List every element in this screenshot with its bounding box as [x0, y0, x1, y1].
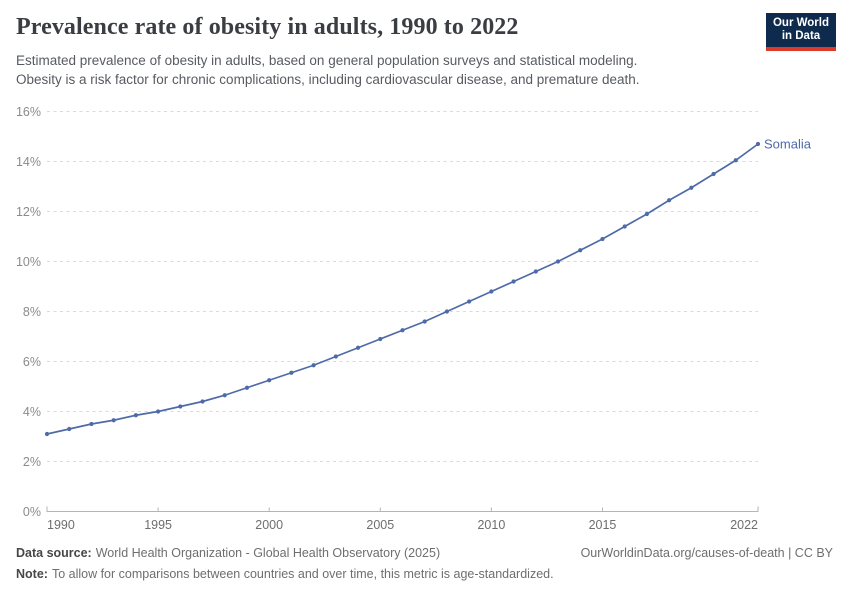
data-point: [733, 158, 738, 163]
x-tick-label: 2015: [589, 518, 617, 532]
data-point: [333, 354, 338, 359]
logo-red-bar: [766, 47, 836, 51]
data-point: [622, 224, 627, 229]
x-tick-label: 1990: [47, 518, 75, 532]
data-point: [200, 399, 205, 404]
data-point: [244, 385, 250, 390]
data-point: [378, 336, 383, 342]
subtitle-line-2: Obesity is a risk factor for chronic com…: [16, 72, 640, 87]
data-point: [155, 409, 161, 414]
chart-footer: Data source: World Health Organization - …: [16, 546, 833, 582]
y-tick-label: 2%: [23, 455, 41, 469]
data-point: [44, 431, 50, 437]
y-tick-label: 12%: [16, 205, 41, 219]
note-label: Note:: [16, 567, 48, 581]
data-point: [600, 236, 605, 242]
chart-subtitle: Estimated prevalence of obesity in adult…: [16, 51, 736, 89]
logo-line1: Our World: [772, 16, 829, 29]
data-point: [578, 248, 583, 253]
data-point: [467, 299, 472, 304]
data-point: [89, 421, 94, 427]
data-point: [755, 141, 761, 147]
data-point: [355, 345, 361, 350]
data-point: [489, 289, 494, 294]
data-point: [644, 211, 650, 217]
data-point: [311, 363, 316, 368]
y-tick-label: 16%: [16, 105, 41, 119]
data-source-label: Data source:: [16, 546, 92, 560]
data-point: [400, 328, 405, 333]
note-text: To allow for comparisons between countri…: [51, 567, 554, 581]
data-point: [111, 418, 116, 423]
data-source: Data source: World Health Organization - …: [16, 546, 440, 561]
x-tick-label: 2000: [255, 518, 283, 532]
y-tick-label: 10%: [16, 255, 41, 269]
data-source-text: World Health Organization - Global Healt…: [95, 546, 441, 560]
x-axis-line: [46, 506, 759, 512]
y-tick-label: 14%: [16, 155, 41, 169]
data-point: [667, 198, 672, 203]
data-point: [178, 404, 183, 409]
data-point: [511, 279, 516, 284]
logo-line2: in Data: [781, 30, 821, 42]
y-tick-label: 6%: [23, 355, 41, 369]
data-point: [422, 319, 427, 324]
data-point: [222, 393, 227, 398]
data-point: [689, 185, 694, 190]
data-point: [533, 269, 538, 274]
data-point: [555, 259, 561, 264]
series-line-somalia: [46, 143, 759, 435]
x-tick-label: 1995: [144, 518, 172, 532]
y-tick-label: 4%: [23, 405, 41, 419]
data-point: [67, 426, 72, 432]
series-end-label: Somalia: [764, 137, 812, 152]
y-tick-label: 0%: [23, 505, 41, 519]
y-tick-label: 8%: [23, 305, 41, 319]
subtitle-line-1: Estimated prevalence of obesity in adult…: [16, 53, 638, 68]
x-tick-label: 2005: [366, 518, 394, 532]
x-tick-label: 2022: [730, 518, 758, 532]
page-title: Prevalence rate of obesity in adults, 19…: [16, 14, 519, 40]
owid-logo[interactable]: Our World in Data: [766, 13, 836, 51]
note: Note: To allow for comparisons between co…: [16, 567, 833, 582]
owid-url-link[interactable]: OurWorldinData.org/causes-of-death | CC …: [580, 546, 833, 560]
x-tick-label: 2010: [477, 518, 505, 532]
data-point: [444, 309, 450, 314]
data-point: [711, 171, 716, 177]
data-point: [133, 413, 138, 418]
data-point: [267, 378, 272, 383]
data-point: [289, 370, 294, 375]
